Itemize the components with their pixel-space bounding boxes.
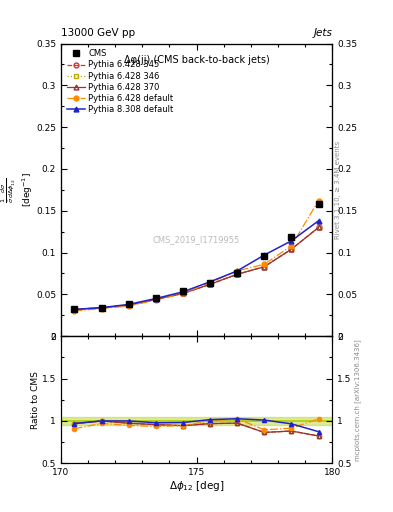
Pythia 6.428 346	[262, 264, 267, 270]
CMS	[316, 201, 321, 207]
Text: CMS_2019_I1719955: CMS_2019_I1719955	[153, 235, 240, 244]
CMS	[72, 306, 77, 312]
X-axis label: $\Delta\phi_{12}$ [deg]: $\Delta\phi_{12}$ [deg]	[169, 479, 224, 493]
Pythia 6.428 default	[127, 303, 131, 309]
Pythia 6.428 370	[180, 290, 185, 296]
Pythia 6.428 default	[72, 308, 77, 314]
Pythia 6.428 346	[127, 302, 131, 308]
Pythia 8.308 default	[72, 306, 77, 312]
Pythia 6.428 346	[153, 296, 158, 303]
Pythia 6.428 370	[72, 306, 77, 312]
Pythia 8.308 default	[208, 279, 213, 285]
Pythia 6.428 default	[262, 261, 267, 267]
Pythia 8.308 default	[262, 252, 267, 258]
Line: CMS: CMS	[72, 201, 321, 311]
CMS	[235, 269, 240, 275]
CMS	[289, 234, 294, 241]
Line: Pythia 8.308 default: Pythia 8.308 default	[72, 218, 321, 312]
Pythia 6.428 default	[153, 297, 158, 303]
Legend: CMS, Pythia 6.428 345, Pythia 6.428 346, Pythia 6.428 370, Pythia 6.428 default,: CMS, Pythia 6.428 345, Pythia 6.428 346,…	[65, 48, 175, 115]
Y-axis label: Rivet 3.1.10, ≥ 3.4M events: Rivet 3.1.10, ≥ 3.4M events	[335, 141, 341, 239]
Pythia 8.308 default	[316, 218, 321, 224]
Line: Pythia 6.428 346: Pythia 6.428 346	[72, 225, 321, 312]
Line: Pythia 6.428 default: Pythia 6.428 default	[72, 198, 321, 313]
CMS	[180, 288, 185, 294]
Pythia 6.428 345	[316, 224, 321, 230]
Y-axis label: mcplots.cern.ch [arXiv:1306.3436]: mcplots.cern.ch [arXiv:1306.3436]	[354, 339, 361, 461]
Pythia 8.308 default	[180, 289, 185, 295]
Text: Δφ(јј) (CMS back-to-back jets): Δφ(јј) (CMS back-to-back jets)	[124, 55, 269, 65]
Pythia 6.428 345	[99, 305, 104, 311]
Pythia 6.428 default	[99, 306, 104, 312]
Pythia 8.308 default	[235, 268, 240, 274]
CMS	[262, 253, 267, 259]
Pythia 6.428 346	[208, 281, 213, 287]
Text: 13000 GeV pp: 13000 GeV pp	[61, 28, 135, 38]
Pythia 6.428 370	[235, 271, 240, 278]
Bar	[61, 417, 332, 425]
Pythia 6.428 370	[127, 302, 131, 308]
Pythia 6.428 370	[99, 305, 104, 311]
Pythia 6.428 default	[180, 290, 185, 296]
Pythia 6.428 default	[316, 198, 321, 204]
Pythia 6.428 345	[262, 264, 267, 270]
Line: Pythia 6.428 370: Pythia 6.428 370	[72, 225, 321, 312]
Pythia 6.428 default	[235, 268, 240, 274]
Pythia 6.428 345	[208, 281, 213, 287]
Pythia 6.428 346	[180, 290, 185, 296]
Line: Pythia 6.428 345: Pythia 6.428 345	[72, 225, 321, 312]
Pythia 6.428 345	[153, 296, 158, 303]
Pythia 8.308 default	[127, 301, 131, 307]
Pythia 6.428 346	[289, 246, 294, 252]
Pythia 6.428 346	[316, 224, 321, 230]
Pythia 6.428 370	[316, 224, 321, 230]
Text: Jets: Jets	[313, 28, 332, 38]
CMS	[153, 294, 158, 301]
Pythia 6.428 370	[262, 264, 267, 270]
Pythia 6.428 370	[153, 296, 158, 303]
Pythia 6.428 346	[235, 271, 240, 278]
Pythia 6.428 346	[99, 305, 104, 311]
Y-axis label: Ratio to CMS: Ratio to CMS	[31, 371, 40, 429]
CMS	[99, 305, 104, 311]
Pythia 6.428 370	[289, 246, 294, 252]
CMS	[127, 301, 131, 307]
Pythia 8.308 default	[153, 295, 158, 302]
Pythia 6.428 345	[289, 246, 294, 252]
Y-axis label: $\frac{1}{\bar{\sigma}}\frac{d\sigma}{d\Delta\phi_{12}^{\ }}$
$[\mathrm{deg}^{-1: $\frac{1}{\bar{\sigma}}\frac{d\sigma}{d\…	[0, 173, 35, 207]
Pythia 6.428 default	[289, 243, 294, 249]
Pythia 6.428 345	[127, 302, 131, 308]
Pythia 6.428 370	[208, 281, 213, 287]
Pythia 8.308 default	[289, 238, 294, 244]
Pythia 6.428 default	[208, 280, 213, 286]
Pythia 6.428 345	[235, 271, 240, 278]
Pythia 6.428 346	[72, 306, 77, 312]
Pythia 6.428 345	[72, 306, 77, 312]
Pythia 6.428 345	[180, 290, 185, 296]
Pythia 8.308 default	[99, 305, 104, 311]
CMS	[208, 280, 213, 286]
